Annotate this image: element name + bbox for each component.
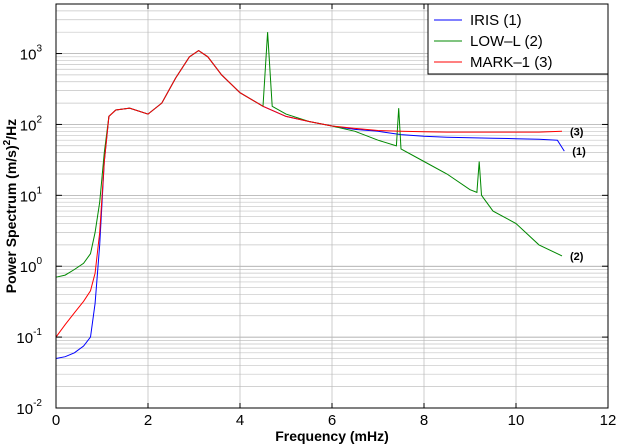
y-tick-base: 10 [20,188,37,205]
y-tick-base: 10 [20,259,37,276]
series-line-3 [55,49,563,338]
curve-annotation-1: (1) [572,146,586,158]
y-axis-label: Power Spectrum (m/s)2/Hz [2,119,19,293]
y-tick-base: 10 [20,117,37,134]
legend-label-2: LOW–L (2) [470,33,543,50]
y-tick-base: 10 [20,47,37,64]
y-tick-label: 103 [20,44,43,64]
y-tick-exponent: 0 [36,256,42,267]
y-tick-label: 10-2 [16,398,42,418]
y-tick-label: 101 [20,185,43,205]
legend-label-1: IRIS (1) [470,12,522,29]
y-tick-exponent: -1 [33,327,42,338]
x-tick-labels: 0 2 4 6 8 10 12 [52,412,617,429]
x-tick-label: 4 [236,412,244,429]
x-tick-label: 10 [508,412,525,429]
series-layer [55,32,565,359]
x-tick-label: 2 [144,412,152,429]
y-axis-label-exponent: 2 [2,139,13,145]
y-axis-label-suffix: /Hz [3,119,19,140]
y-axis-label-prefix: Power Spectrum (m/s) [3,145,19,293]
y-tick-label: 10-1 [16,327,42,347]
y-tick-exponent: -2 [33,398,42,409]
x-tick-label: 6 [328,412,336,429]
curve-annotation-3: (3) [570,126,584,138]
x-tick-label: 8 [420,412,428,429]
x-tick-label: 12 [600,412,617,429]
legend-items: IRIS (1) LOW–L (2) MARK–1 (3) [434,12,553,71]
curve-annotation-2: (2) [570,251,584,263]
series-line-2 [55,32,563,278]
y-tick-label: 102 [20,114,43,134]
curve-annotations: (1) (2) (3) [570,126,586,263]
y-tick-base: 10 [16,330,33,347]
y-tick-label: 100 [20,256,43,276]
y-tick-exponent: 2 [36,114,42,125]
x-tick-label: 0 [52,412,60,429]
y-tick-exponent: 3 [36,44,42,55]
y-tick-exponent: 1 [36,185,42,196]
x-axis-label: Frequency (mHz) [275,428,389,444]
legend-label-3: MARK–1 (3) [470,54,553,71]
y-tick-base: 10 [16,401,33,418]
legend: IRIS (1) LOW–L (2) MARK–1 (3) [427,3,609,75]
